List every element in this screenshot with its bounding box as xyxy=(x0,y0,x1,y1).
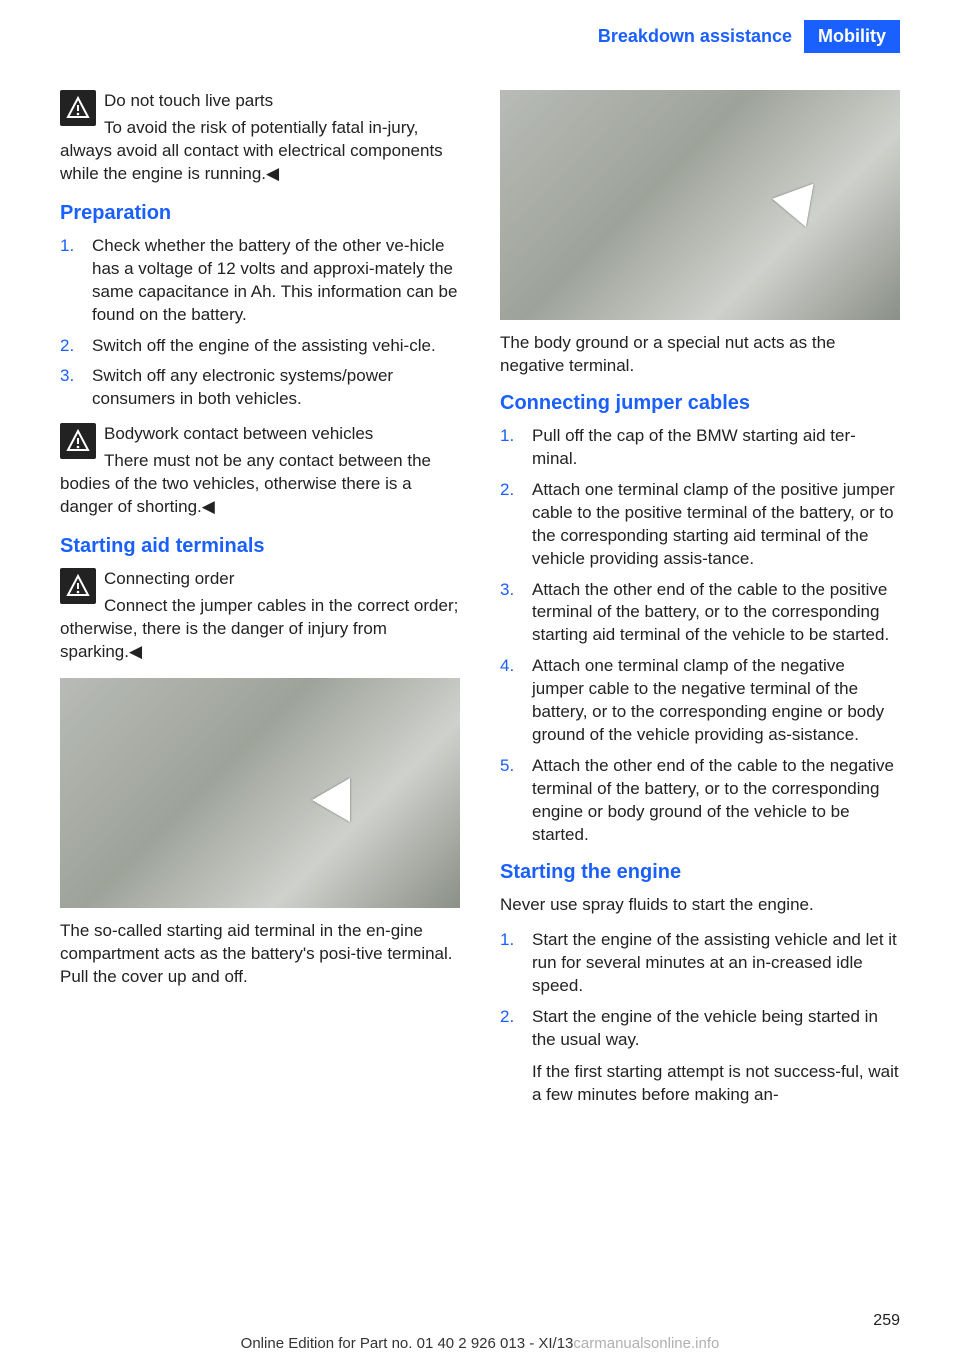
warning-triangle-icon xyxy=(60,568,96,604)
warning-triangle-icon xyxy=(60,423,96,459)
heading-connecting-jumper-cables: Connecting jumper cables xyxy=(500,390,900,417)
warning-title: Connecting order xyxy=(60,568,460,591)
list-number: 3. xyxy=(60,365,74,388)
figure-negative-terminal xyxy=(500,90,900,320)
list-number: 2. xyxy=(500,1006,514,1029)
heading-starting-aid-terminals: Starting aid terminals xyxy=(60,533,460,560)
heading-starting-the-engine: Starting the engine xyxy=(500,859,900,886)
page-footer: Online Edition for Part no. 01 40 2 926 … xyxy=(0,1335,960,1352)
heading-preparation: Preparation xyxy=(60,200,460,227)
list-text: Attach the other end of the cable to the… xyxy=(532,580,889,645)
header-chapter: Breakdown assistance xyxy=(598,26,804,47)
list-number: 2. xyxy=(500,479,514,502)
page-header: Breakdown assistance Mobility xyxy=(598,20,900,53)
warning-bodywork-contact: Bodywork contact between vehicles There … xyxy=(60,423,460,519)
list-text: Attach one terminal clamp of the positiv… xyxy=(532,480,895,568)
list-number: 5. xyxy=(500,755,514,778)
list-number: 1. xyxy=(500,929,514,952)
list-item: 3. Switch off any electronic systems/powe… xyxy=(60,365,460,411)
list-text: Switch off the engine of the assisting v… xyxy=(92,336,436,355)
list-text: Attach one terminal clamp of the negativ… xyxy=(532,656,884,744)
page-content: Do not touch live parts To avoid the ris… xyxy=(60,90,900,1302)
list-item: 4. Attach one terminal clamp of the negat… xyxy=(500,655,900,747)
preparation-list: 1. Check whether the battery of the other… xyxy=(60,235,460,412)
arrow-icon xyxy=(768,177,813,227)
list-number: 3. xyxy=(500,579,514,602)
list-item: 2. Attach one terminal clamp of the posit… xyxy=(500,479,900,571)
list-text: Attach the other end of the cable to the… xyxy=(532,756,894,844)
watermark-text: carmanualsonline.info xyxy=(573,1335,719,1352)
connecting-list: 1. Pull off the cap of the BMW starting a… xyxy=(500,425,900,847)
figure-caption: The body ground or a special nut acts as… xyxy=(500,332,900,378)
list-item: 2. Start the engine of the vehicle being … xyxy=(500,1006,900,1108)
starting-intro: Never use spray fluids to start the engi… xyxy=(500,894,900,917)
footer-text: Online Edition for Part no. 01 40 2 926 … xyxy=(241,1335,549,1352)
warning-title: Do not touch live parts xyxy=(60,90,460,113)
figure-positive-terminal xyxy=(60,678,460,908)
warning-triangle-icon xyxy=(60,90,96,126)
list-subtext: If the first starting attempt is not suc… xyxy=(532,1061,900,1107)
starting-list: 1. Start the engine of the assisting vehi… xyxy=(500,929,900,1108)
warning-connecting-order: Connecting order Connect the jumper cabl… xyxy=(60,568,460,664)
list-item: 1. Check whether the battery of the other… xyxy=(60,235,460,327)
list-text: Switch off any electronic systems/power … xyxy=(92,366,393,408)
list-number: 1. xyxy=(500,425,514,448)
header-section: Mobility xyxy=(804,20,900,53)
warning-do-not-touch: Do not touch live parts To avoid the ris… xyxy=(60,90,460,186)
list-number: 2. xyxy=(60,335,74,358)
list-item: 5. Attach the other end of the cable to t… xyxy=(500,755,900,847)
warning-body: To avoid the risk of potentially fatal i… xyxy=(60,117,460,186)
page-number: 259 xyxy=(873,1312,900,1330)
list-text: Check whether the battery of the other v… xyxy=(92,236,457,324)
list-text: Start the engine of the assisting vehicl… xyxy=(532,930,897,995)
list-text: Pull off the cap of the BMW starting aid… xyxy=(532,426,856,468)
warning-body: Connect the jumper cables in the correct… xyxy=(60,595,460,664)
list-number: 1. xyxy=(60,235,74,258)
list-item: 3. Attach the other end of the cable to t… xyxy=(500,579,900,648)
warning-title: Bodywork contact between vehicles xyxy=(60,423,460,446)
warning-body: There must not be any contact between th… xyxy=(60,450,460,519)
arrow-icon xyxy=(312,778,350,822)
list-item: 1. Pull off the cap of the BMW starting a… xyxy=(500,425,900,471)
footer-mid: I/13 xyxy=(548,1335,573,1352)
list-item: 1. Start the engine of the assisting vehi… xyxy=(500,929,900,998)
list-item: 2. Switch off the engine of the assisting… xyxy=(60,335,460,358)
figure-caption: The so-called starting aid terminal in t… xyxy=(60,920,460,989)
list-text: Start the engine of the vehicle being st… xyxy=(532,1007,878,1049)
list-number: 4. xyxy=(500,655,514,678)
